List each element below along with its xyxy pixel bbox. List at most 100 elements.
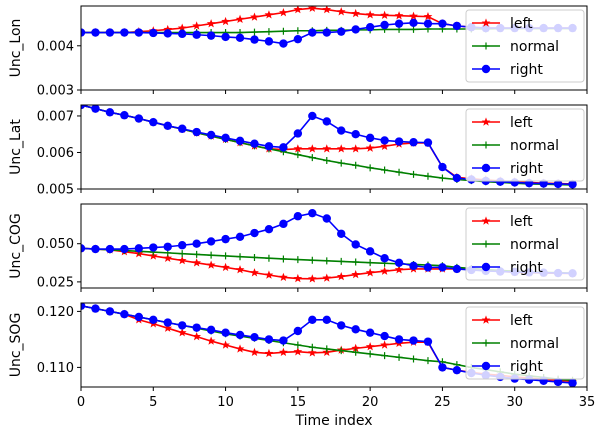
point-right (351, 325, 360, 334)
point-right (452, 264, 462, 274)
point-right (235, 33, 245, 43)
point-right (91, 105, 100, 113)
point-left (351, 269, 361, 279)
point-right (120, 244, 129, 254)
point-right (423, 138, 433, 147)
point-right (163, 242, 172, 251)
point-left (235, 265, 245, 274)
point-left (336, 7, 346, 16)
point-left (351, 144, 361, 153)
point-right (279, 219, 288, 229)
point-right (206, 325, 216, 335)
point-left (409, 11, 418, 20)
legend-box (465, 108, 585, 182)
legend-marker-normal (482, 42, 490, 50)
point-right (163, 318, 172, 327)
point-right (337, 321, 346, 330)
point-right (264, 225, 274, 234)
point-right (178, 241, 187, 250)
point-normal (424, 357, 432, 365)
y-axis-label: Unc_Lat (8, 119, 24, 175)
x-tick-label: 20 (362, 395, 379, 410)
point-right (394, 258, 404, 267)
point-normal (308, 256, 316, 264)
point-normal (279, 255, 287, 263)
point-right (149, 28, 158, 38)
point-right (452, 366, 462, 375)
point-normal (294, 341, 302, 349)
point-left (250, 347, 259, 356)
point-left (206, 260, 216, 269)
point-right (308, 208, 317, 218)
point-normal (337, 257, 345, 265)
point-right (279, 39, 288, 48)
legend-label-right: right (510, 260, 543, 276)
subplot-unc-cog: 0.025 0.050 Unc_COG left normal right (8, 203, 588, 292)
point-normal (381, 352, 389, 360)
point-right (337, 27, 346, 36)
point-right (149, 315, 158, 324)
legend-marker-right (481, 64, 491, 74)
point-right (192, 30, 201, 39)
point-left (351, 343, 361, 353)
x-tick-label: 30 (506, 395, 523, 410)
point-right (163, 29, 172, 38)
point-normal (352, 348, 360, 356)
point-right (322, 117, 331, 126)
point-normal (193, 250, 201, 258)
point-right (178, 29, 187, 39)
point-right (394, 19, 404, 28)
point-normal (381, 166, 389, 174)
y-axis-label: Unc_Lon (8, 19, 24, 78)
point-left (322, 273, 332, 282)
x-tick-label: 25 (434, 395, 451, 410)
point-right (452, 173, 462, 183)
point-left (221, 340, 230, 349)
point-right (380, 20, 389, 30)
y-tick-label: 0.005 (37, 183, 74, 198)
point-right (438, 19, 447, 28)
point-right (81, 244, 86, 253)
x-tick-label: 5 (149, 395, 157, 410)
legend-label-left: left (510, 214, 533, 230)
point-left (351, 8, 361, 18)
point-left (206, 19, 216, 28)
point-normal (424, 172, 432, 180)
legend-marker-left (481, 315, 491, 324)
point-right (553, 179, 563, 189)
point-right (105, 244, 115, 254)
point-right (91, 244, 100, 254)
point-right (394, 335, 404, 344)
point-normal (323, 157, 331, 165)
axes-frame (80, 5, 588, 91)
point-normal (178, 250, 186, 258)
point-right (81, 28, 86, 37)
point-left (365, 143, 375, 152)
point-left (192, 21, 202, 30)
point-right (120, 310, 129, 319)
point-right (365, 133, 375, 143)
point-left (163, 253, 173, 262)
point-left (279, 8, 288, 17)
legend-label-normal: normal (510, 336, 559, 352)
point-right (337, 126, 346, 135)
legend-label-normal: normal (510, 39, 559, 55)
point-right (337, 229, 346, 238)
legend: left normal right (465, 207, 585, 281)
point-right (264, 37, 274, 46)
point-right (308, 28, 317, 37)
point-left (235, 344, 245, 353)
point-right (293, 212, 303, 221)
point-right (221, 234, 230, 244)
point-right (380, 254, 389, 263)
legend-label-left: left (510, 115, 533, 131)
point-left (307, 274, 317, 283)
legend: left normal right (465, 108, 585, 182)
subplot-unc-sog: 0.110 0.120 0 5 10 15 20 25 30 35 Unc_SOG Time inde… (8, 302, 595, 429)
point-right (192, 127, 201, 137)
legend: left normal right (465, 306, 585, 380)
point-normal (337, 159, 345, 167)
point-right (423, 19, 433, 28)
legend-label-left: left (510, 313, 533, 329)
point-right (105, 108, 115, 117)
